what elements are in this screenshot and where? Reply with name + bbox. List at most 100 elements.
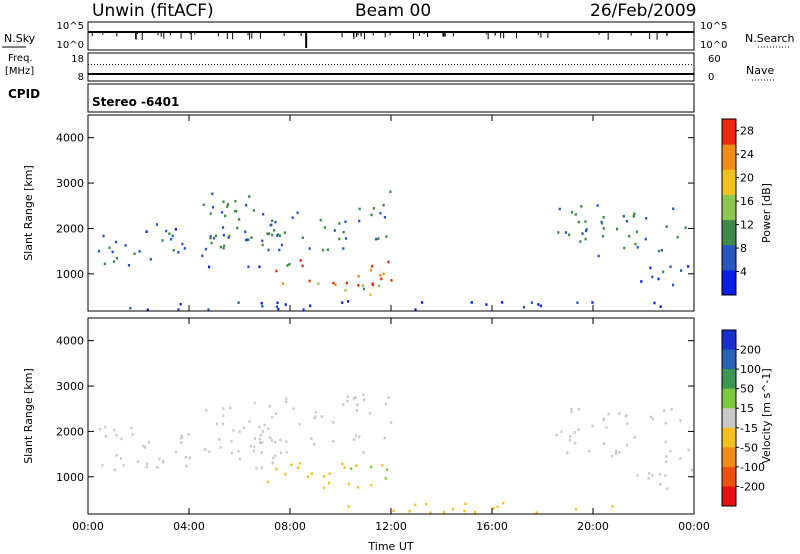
echo-cell: [659, 305, 662, 308]
echo-cell: [209, 212, 212, 215]
echo-cell: [660, 248, 663, 252]
echo-cell: [238, 218, 241, 221]
echo-cell: [591, 301, 594, 304]
echo-cell: [358, 207, 361, 211]
echo-cell: [275, 269, 278, 273]
echo-cell: [260, 451, 263, 454]
echo-cell: [278, 248, 281, 252]
echo-cell: [207, 308, 210, 311]
echo-cell: [474, 510, 477, 514]
nave-label: Nave: [746, 64, 774, 77]
echo-cell: [201, 254, 204, 258]
echo-cell: [276, 301, 279, 305]
echo-cell: [470, 301, 473, 304]
echo-cell: [242, 426, 246, 430]
echo-cell: [250, 236, 253, 239]
colorbar-tick-label: 4: [740, 266, 747, 279]
echo-cell: [670, 407, 673, 411]
echo-cell: [227, 236, 230, 239]
echo-cell: [146, 308, 149, 312]
colorbar-tick-label: 28: [740, 125, 754, 138]
echo-cell: [345, 281, 348, 285]
echo-cell: [119, 457, 123, 460]
echo-cell: [384, 477, 387, 480]
echo-cell: [387, 396, 390, 399]
colorbar-segment: [722, 330, 736, 351]
echo-cell: [443, 510, 446, 514]
colorbar-tick-label: 24: [740, 148, 754, 161]
echo-cell: [390, 421, 393, 424]
echo-cell: [267, 248, 270, 252]
echo-cell: [274, 454, 277, 458]
echo-cell: [372, 207, 376, 210]
echo-cell: [588, 450, 591, 453]
echo-cell: [313, 443, 316, 446]
echo-cell: [618, 412, 621, 415]
echo-cell: [369, 465, 373, 469]
echo-cell: [244, 230, 247, 234]
echo-cell: [104, 434, 108, 438]
echo-cell: [665, 460, 668, 463]
echo-cell: [672, 207, 675, 211]
echo-cell: [686, 265, 690, 268]
echo-cell: [492, 507, 495, 510]
echo-cell: [262, 212, 265, 216]
echo-cell: [602, 417, 605, 421]
echo-cell: [382, 203, 385, 207]
echo-cell: [669, 265, 672, 268]
echo-cell: [101, 463, 104, 467]
echo-cell: [236, 226, 239, 230]
echo-cell: [274, 440, 277, 444]
station-title: Unwin (fitACF): [92, 1, 214, 21]
echo-cell: [574, 213, 577, 216]
echo-cell: [357, 275, 360, 278]
date-title: 26/Feb/2009: [590, 1, 696, 21]
echo-cell: [357, 284, 360, 287]
echo-cell: [570, 410, 573, 414]
echo-cell: [280, 243, 284, 247]
echo-cell: [414, 308, 417, 311]
echo-cell: [170, 237, 173, 241]
echo-cell: [659, 483, 662, 486]
echo-cell: [259, 433, 262, 437]
echo-cell: [665, 225, 668, 228]
echo-cell: [234, 199, 237, 203]
velocity-echo-layer: [98, 393, 693, 515]
echo-cell: [392, 509, 395, 513]
echo-cell: [343, 466, 346, 469]
echo-cell: [370, 213, 373, 217]
echo-cell: [317, 282, 320, 285]
echo-cell: [258, 441, 262, 444]
echo-cell: [260, 301, 263, 305]
echo-cell: [669, 449, 672, 453]
echo-cell: [291, 216, 294, 219]
echo-cell: [611, 505, 614, 508]
echo-cell: [379, 211, 382, 215]
echo-cell: [298, 462, 301, 465]
echo-cell: [162, 459, 165, 463]
echo-cell: [334, 283, 337, 287]
echo-cell: [172, 249, 175, 252]
colorbar-segment: [722, 144, 736, 170]
echo-cell: [288, 262, 291, 266]
echo-cell: [350, 467, 353, 470]
echo-cell: [380, 277, 383, 281]
echo-cell: [577, 408, 580, 411]
echo-cell: [341, 462, 344, 466]
echo-cell: [278, 234, 282, 238]
colorbar-segment: [722, 269, 736, 296]
colorbar-segment: [722, 219, 736, 246]
echo-cell: [222, 233, 225, 237]
noise-left-tick-top: 10^5: [57, 21, 84, 32]
echo-cell: [501, 301, 504, 304]
echo-cell: [230, 440, 233, 443]
echo-cell: [626, 422, 629, 425]
echo-cell: [209, 236, 212, 240]
echo-cell: [229, 406, 232, 410]
echo-cell: [661, 270, 665, 274]
echo-cell: [574, 507, 578, 511]
echo-cell: [284, 400, 288, 403]
echo-cell: [684, 226, 687, 229]
echo-cell: [368, 411, 371, 415]
echo-cell: [326, 248, 329, 252]
